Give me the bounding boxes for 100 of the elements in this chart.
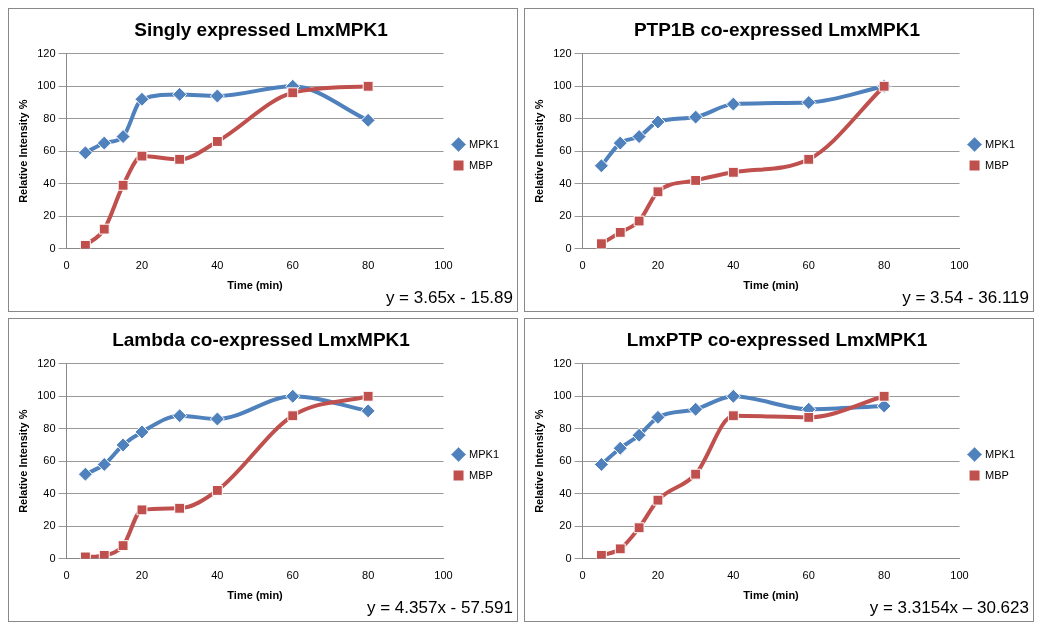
point xyxy=(211,136,223,147)
point xyxy=(209,411,225,427)
y-tick-label: 0 xyxy=(49,241,56,254)
point xyxy=(172,408,188,424)
x-tick-label: 20 xyxy=(135,569,149,582)
point xyxy=(134,424,150,440)
point xyxy=(136,504,148,516)
point xyxy=(115,437,131,453)
point xyxy=(652,494,664,506)
point xyxy=(878,390,890,402)
x-tick-label: 80 xyxy=(362,259,375,272)
point xyxy=(360,403,376,419)
point xyxy=(595,238,607,249)
x-tick-label: 40 xyxy=(727,569,740,582)
y-axis-title: Relative Intensity % xyxy=(532,409,545,513)
chart-title: Lambda co-expressed LmxMPK1 xyxy=(112,328,411,350)
point xyxy=(631,427,647,443)
y-tick-label: 100 xyxy=(553,389,572,402)
point xyxy=(115,129,131,145)
x-tick-label: 20 xyxy=(651,569,665,582)
chart-title: LmxPTP co-expressed LmxMPK1 xyxy=(626,328,928,350)
point xyxy=(633,215,645,227)
legend-label: MPK1 xyxy=(469,447,500,460)
point xyxy=(612,135,628,151)
y-tick-label: 100 xyxy=(37,389,56,402)
legend-label: MPK1 xyxy=(469,137,500,150)
point xyxy=(96,135,112,151)
y-tick-label: 40 xyxy=(43,486,56,499)
y-tick-label: 100 xyxy=(553,79,572,92)
x-axis-title: Time (min) xyxy=(743,279,800,292)
point xyxy=(801,95,817,110)
x-tick-label: 20 xyxy=(651,259,665,272)
x-tick-label: 60 xyxy=(286,259,299,272)
point xyxy=(285,388,301,404)
point xyxy=(172,86,188,102)
y-tick-label: 100 xyxy=(37,79,56,92)
point xyxy=(96,456,112,472)
point xyxy=(117,540,129,552)
x-tick-label: 20 xyxy=(135,259,149,272)
x-axis-title: Time (min) xyxy=(743,589,800,602)
x-tick-label: 100 xyxy=(950,259,969,272)
legend-label: MBP xyxy=(469,158,493,171)
y-tick-label: 80 xyxy=(43,421,56,434)
point xyxy=(593,158,609,174)
point xyxy=(727,166,739,178)
point xyxy=(612,440,628,456)
point xyxy=(595,549,607,559)
y-tick-label: 60 xyxy=(43,144,56,157)
text: y = 3.54 - 36.119 xyxy=(902,288,1029,308)
y-axis-title: Relative Intensity % xyxy=(532,99,545,203)
point xyxy=(633,522,645,534)
text: y = 3.3154x – 30.623 xyxy=(869,598,1029,618)
point xyxy=(211,484,223,496)
x-tick-label: 40 xyxy=(727,259,740,272)
point xyxy=(650,114,666,130)
point xyxy=(77,145,93,161)
chart-title: PTP1B co-expressed LmxMPK1 xyxy=(633,18,921,40)
x-tick-label: 80 xyxy=(362,569,375,582)
point xyxy=(79,239,91,249)
x-tick-label: 100 xyxy=(434,259,453,272)
point xyxy=(134,91,150,107)
y-tick-label: 40 xyxy=(559,486,572,499)
x-tick-label: 0 xyxy=(579,259,586,272)
y-tick-label: 60 xyxy=(559,144,572,157)
point xyxy=(688,109,704,125)
point xyxy=(650,409,666,425)
y-tick-label: 120 xyxy=(553,46,572,59)
y-tick-label: 60 xyxy=(43,454,56,467)
text: y = 4.357x - 57.591 xyxy=(366,598,513,618)
x-tick-label: 100 xyxy=(434,569,453,582)
y-tick-label: 20 xyxy=(559,209,572,222)
point xyxy=(136,150,148,162)
point xyxy=(209,88,225,104)
point xyxy=(362,390,374,402)
point xyxy=(631,129,647,145)
point xyxy=(174,502,186,514)
point xyxy=(360,112,376,128)
y-tick-label: 80 xyxy=(43,111,56,124)
chart-title: Singly expressed LmxMPK1 xyxy=(134,18,389,40)
point xyxy=(727,410,739,422)
y-tick-label: 20 xyxy=(43,209,56,222)
legend-label: MBP xyxy=(985,158,1009,171)
point xyxy=(117,179,129,191)
x-tick-label: 0 xyxy=(63,569,70,582)
x-tick-label: 60 xyxy=(286,569,299,582)
y-tick-label: 60 xyxy=(559,454,572,467)
y-axis-title: Relative Intensity % xyxy=(16,409,29,513)
y-tick-label: 80 xyxy=(559,111,572,124)
point xyxy=(287,410,299,422)
y-axis-title: Relative Intensity % xyxy=(16,99,29,203)
y-tick-label: 20 xyxy=(559,519,572,532)
point xyxy=(614,226,626,238)
x-axis-title: Time (min) xyxy=(227,589,284,602)
x-tick-label: 60 xyxy=(802,259,815,272)
legend-label: MBP xyxy=(469,468,493,481)
point xyxy=(287,87,299,99)
point xyxy=(803,153,815,165)
point xyxy=(688,401,704,417)
legend-label: MPK1 xyxy=(985,137,1016,150)
x-tick-label: 40 xyxy=(211,569,224,582)
